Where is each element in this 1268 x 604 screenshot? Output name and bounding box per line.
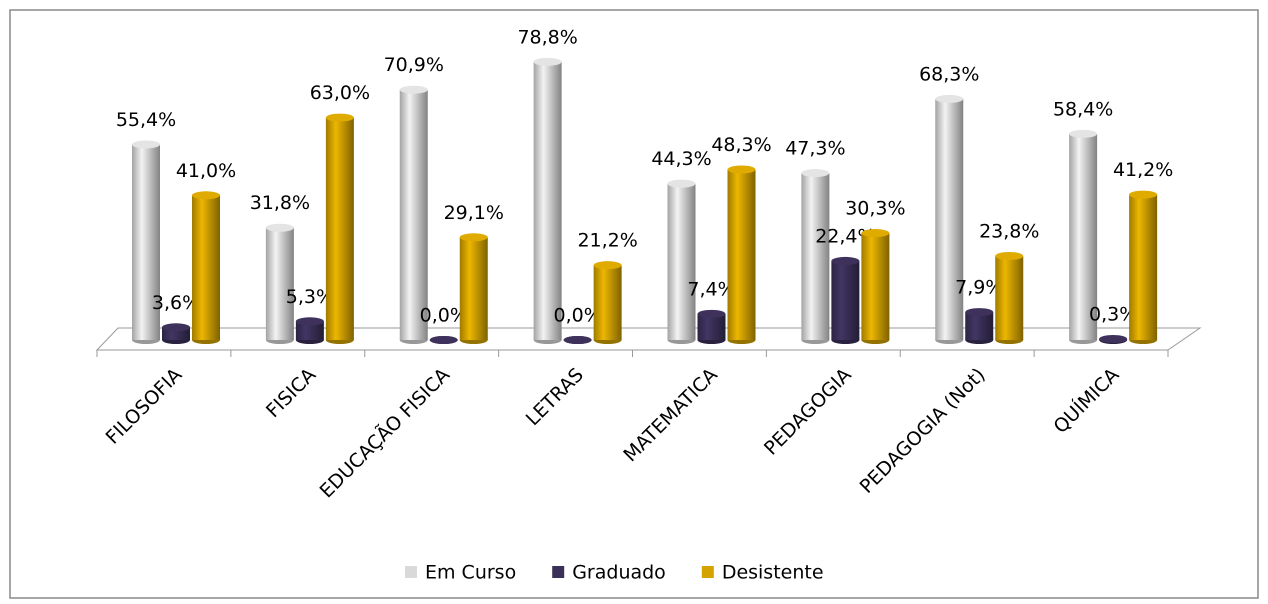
value-label: 41,0% xyxy=(176,160,236,182)
bar xyxy=(727,169,756,340)
legend-label: Em Curso xyxy=(425,562,516,584)
bar-top xyxy=(831,256,860,265)
bar-top xyxy=(325,113,354,122)
bar xyxy=(593,265,622,340)
bar-top xyxy=(727,165,756,174)
bar-top xyxy=(429,336,458,344)
bar xyxy=(325,117,354,340)
bar-top xyxy=(295,317,324,326)
bar xyxy=(459,237,488,340)
value-label: 78,8% xyxy=(517,26,577,48)
bar-top xyxy=(861,229,890,238)
bar-top xyxy=(533,57,562,66)
bar-top xyxy=(697,309,726,318)
bar xyxy=(533,61,562,340)
bar xyxy=(697,313,726,340)
bar-top xyxy=(265,223,294,232)
value-label: 63,0% xyxy=(310,82,370,104)
bar-top xyxy=(132,140,160,149)
value-label: 5,3% xyxy=(286,286,334,308)
bar-top xyxy=(162,323,190,332)
bar xyxy=(861,233,890,340)
bar-top xyxy=(965,308,994,317)
legend-label: Desistente xyxy=(722,562,824,584)
bar xyxy=(831,260,860,340)
value-label: 23,8% xyxy=(979,220,1039,242)
legend-swatch xyxy=(405,566,417,578)
value-label: 70,9% xyxy=(384,54,444,76)
bar-top xyxy=(995,251,1024,260)
bar-top xyxy=(593,261,622,270)
bar xyxy=(667,183,696,340)
bar-top xyxy=(1069,129,1098,138)
bar xyxy=(801,173,830,340)
value-label: 3,6% xyxy=(152,292,200,314)
value-label: 0,0% xyxy=(553,305,601,327)
value-label: 47,3% xyxy=(785,138,845,160)
value-label: 48,3% xyxy=(711,134,771,156)
bar xyxy=(132,144,160,340)
value-label: 44,3% xyxy=(651,148,711,170)
value-label: 58,4% xyxy=(1053,98,1113,120)
bar xyxy=(192,195,220,340)
bar xyxy=(399,89,428,341)
legend-swatch xyxy=(552,566,565,578)
bar-top xyxy=(801,169,830,178)
bar xyxy=(295,321,324,340)
bar-top xyxy=(192,191,220,200)
value-label: 7,9% xyxy=(955,277,1003,299)
floor xyxy=(95,327,1202,351)
bar-top xyxy=(1129,190,1158,199)
value-label: 21,2% xyxy=(577,230,637,252)
bar xyxy=(1069,133,1098,340)
bar xyxy=(995,255,1024,340)
value-label: 30,3% xyxy=(845,198,905,220)
bar-top xyxy=(563,336,592,344)
bar xyxy=(965,312,994,340)
bar-top xyxy=(1099,334,1128,343)
bar-top xyxy=(459,233,488,242)
value-label: 0,3% xyxy=(1089,303,1137,325)
bar-top xyxy=(935,94,964,103)
value-label: 41,2% xyxy=(1113,159,1173,181)
bar xyxy=(265,227,294,340)
value-label: 29,1% xyxy=(444,202,504,224)
value-label: 22,4% xyxy=(815,225,875,247)
value-label: 68,3% xyxy=(919,63,979,85)
bar xyxy=(1129,194,1158,340)
value-label: 55,4% xyxy=(116,109,176,131)
legend-label: Graduado xyxy=(572,562,666,584)
bar xyxy=(935,98,964,340)
bar-top xyxy=(667,179,696,188)
value-label: 31,8% xyxy=(250,192,310,214)
value-label: 0,0% xyxy=(420,305,468,327)
bar-top xyxy=(399,85,428,94)
legend-swatch xyxy=(701,566,714,578)
value-label: 7,4% xyxy=(687,278,735,300)
